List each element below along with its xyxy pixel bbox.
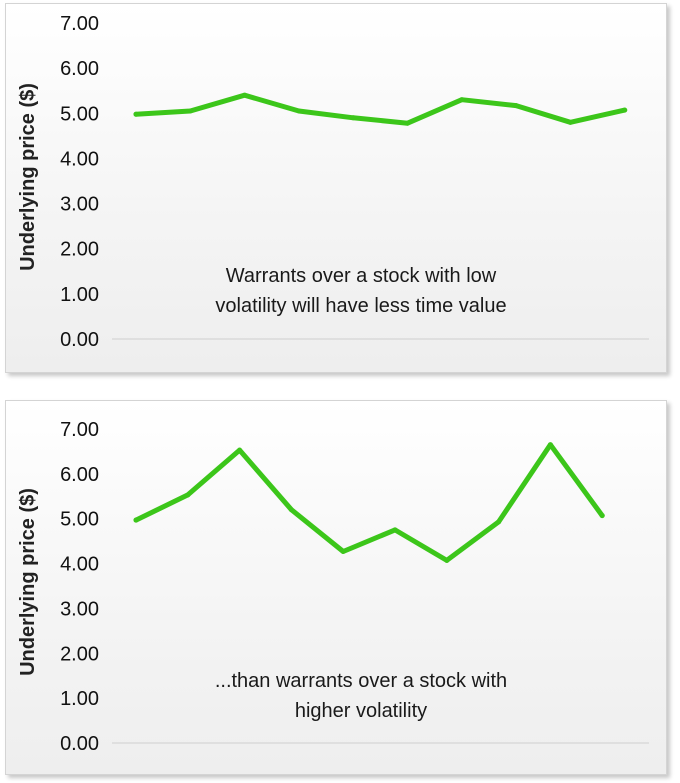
data-point	[496, 519, 502, 525]
data-point	[187, 108, 193, 114]
data-point	[242, 92, 248, 98]
data-point	[622, 107, 628, 113]
y-tick-label: 1.00	[60, 284, 99, 306]
annotation-line: Warrants over a stock with low	[226, 265, 497, 287]
data-point	[133, 111, 139, 117]
y-tick-label: 4.00	[60, 554, 99, 576]
y-axis-title: Underlying price ($)	[17, 488, 39, 676]
data-point	[513, 103, 519, 109]
annotation-line: higher volatility	[295, 700, 427, 722]
data-point	[185, 492, 191, 498]
data-point	[567, 119, 573, 125]
y-tick-label: 3.00	[60, 194, 99, 216]
y-tick-label: 2.00	[60, 643, 99, 665]
chart-low-volatility: 0.00 1.00 2.00 3.00 4.00 5.00 6.00 7.00 Underlyi…	[17, 13, 649, 351]
price-series-line	[133, 442, 605, 563]
y-tick-label: 0.00	[60, 329, 99, 351]
y-tick-label: 7.00	[60, 419, 99, 441]
y-tick-label: 5.00	[60, 103, 99, 125]
data-point	[296, 108, 302, 114]
price-series-line	[133, 92, 628, 126]
chart-panel-low-volatility: 0.00 1.00 2.00 3.00 4.00 5.00 6.00 7.00 Underlyi…	[5, 3, 667, 373]
y-tick-label: 6.00	[60, 58, 99, 80]
y-tick-label: 0.00	[60, 733, 99, 755]
annotation-line: ...than warrants over a stock with	[215, 670, 507, 692]
y-tick-label: 6.00	[60, 464, 99, 486]
y-tick-label: 5.00	[60, 509, 99, 531]
y-axis-title: Underlying price ($)	[17, 83, 39, 271]
data-point	[133, 517, 139, 523]
y-tick-label: 1.00	[60, 688, 99, 710]
chart-panel-high-volatility: 0.00 1.00 2.00 3.00 4.00 5.00 6.00 7.00 Underlyi…	[5, 400, 667, 775]
data-point	[459, 97, 465, 103]
data-point	[405, 120, 410, 126]
y-tick-label: 4.00	[60, 148, 99, 170]
data-point	[599, 513, 605, 519]
chart-high-volatility: 0.00 1.00 2.00 3.00 4.00 5.00 6.00 7.00 Underlyi…	[17, 419, 649, 755]
data-point	[350, 115, 356, 121]
annotation-line: volatility will have less time value	[215, 295, 506, 317]
data-point	[392, 527, 398, 533]
data-point	[444, 557, 450, 563]
data-point	[237, 447, 243, 453]
data-point	[288, 507, 294, 513]
y-tick-label: 2.00	[60, 239, 99, 261]
data-point	[547, 442, 553, 448]
y-tick-label: 7.00	[60, 13, 99, 35]
data-point	[340, 548, 346, 554]
y-tick-label: 3.00	[60, 598, 99, 620]
